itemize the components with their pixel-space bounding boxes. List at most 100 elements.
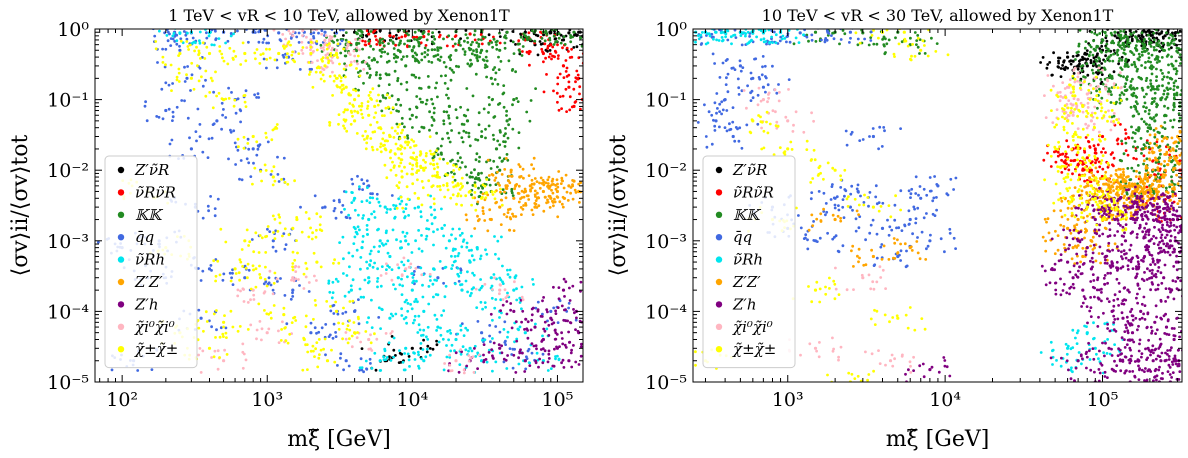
data-point	[493, 66, 497, 69]
data-point	[1129, 32, 1133, 36]
data-point	[432, 55, 436, 58]
data-point	[495, 47, 499, 51]
data-point	[451, 175, 455, 179]
data-point	[1154, 56, 1158, 60]
data-point	[384, 272, 388, 275]
data-point	[501, 282, 505, 285]
data-point	[173, 25, 176, 28]
data-point	[1183, 32, 1186, 35]
data-point	[1160, 96, 1164, 99]
data-point	[421, 348, 425, 351]
data-point	[822, 191, 826, 195]
data-point	[473, 33, 476, 37]
data-point	[1085, 64, 1089, 68]
data-point	[1157, 146, 1160, 149]
data-point	[396, 276, 400, 280]
data-point	[239, 260, 243, 264]
data-point	[416, 196, 420, 200]
data-point	[499, 283, 502, 287]
data-point	[1163, 89, 1166, 93]
data-point	[563, 25, 566, 28]
data-point	[477, 160, 481, 163]
data-point	[546, 310, 549, 314]
data-point	[229, 34, 233, 38]
data-point	[1172, 96, 1176, 100]
data-point	[406, 136, 410, 140]
data-point	[361, 47, 364, 51]
data-point	[1119, 25, 1122, 28]
data-point	[252, 298, 256, 301]
data-point	[1143, 110, 1147, 113]
data-point	[539, 176, 543, 180]
data-point	[404, 140, 408, 144]
data-point	[1149, 25, 1152, 28]
data-point	[417, 314, 421, 318]
data-point	[392, 56, 396, 60]
data-point	[1174, 59, 1178, 63]
data-point	[385, 229, 388, 233]
data-point	[483, 301, 487, 304]
data-point	[826, 26, 829, 29]
data-point	[304, 325, 308, 329]
data-point	[463, 39, 466, 43]
data-point	[1159, 152, 1162, 156]
data-point	[375, 120, 379, 124]
data-point	[716, 107, 719, 110]
data-point	[1138, 39, 1142, 43]
data-point	[388, 96, 391, 99]
data-point	[301, 46, 305, 49]
data-point	[241, 350, 245, 354]
data-point	[1122, 75, 1125, 79]
data-point	[378, 73, 382, 77]
data-point	[178, 44, 181, 48]
data-point	[454, 337, 458, 342]
data-point	[562, 366, 566, 369]
data-point	[369, 192, 372, 196]
data-point	[489, 217, 493, 222]
data-point	[480, 134, 484, 139]
data-point	[209, 76, 213, 80]
data-point	[375, 148, 379, 151]
data-point	[325, 300, 329, 303]
data-point	[1131, 77, 1134, 81]
data-point	[713, 129, 717, 132]
data-point	[369, 96, 372, 100]
data-point	[1170, 22, 1173, 25]
data-point	[520, 54, 524, 57]
data-point	[398, 283, 402, 287]
data-point	[358, 38, 362, 42]
data-point	[283, 180, 287, 184]
data-point	[349, 288, 353, 292]
data-point	[551, 191, 555, 195]
data-point	[1163, 121, 1167, 124]
data-point	[233, 98, 237, 102]
data-point	[575, 69, 579, 73]
data-point	[831, 237, 835, 241]
data-point	[430, 115, 434, 119]
data-point	[395, 37, 398, 41]
data-point	[338, 86, 342, 89]
data-point	[1165, 19, 1168, 22]
data-point	[1155, 41, 1159, 45]
data-point	[360, 104, 364, 108]
data-point	[1120, 18, 1123, 21]
data-point	[1108, 73, 1112, 77]
legend-label: χ̃±χ̃±	[134, 340, 178, 358]
data-point	[493, 190, 497, 194]
data-point	[486, 229, 490, 233]
data-point	[217, 91, 221, 95]
data-point	[169, 44, 173, 47]
data-point	[219, 227, 223, 231]
data-point	[560, 304, 564, 308]
data-point	[387, 83, 391, 86]
data-point	[531, 26, 534, 29]
data-point	[283, 47, 286, 50]
data-point	[342, 124, 345, 128]
data-point	[410, 138, 414, 142]
data-point	[1139, 36, 1142, 40]
data-point	[494, 360, 498, 364]
data-point	[403, 165, 406, 169]
data-point	[596, 103, 599, 106]
data-point	[1057, 59, 1060, 63]
data-point	[186, 116, 190, 120]
